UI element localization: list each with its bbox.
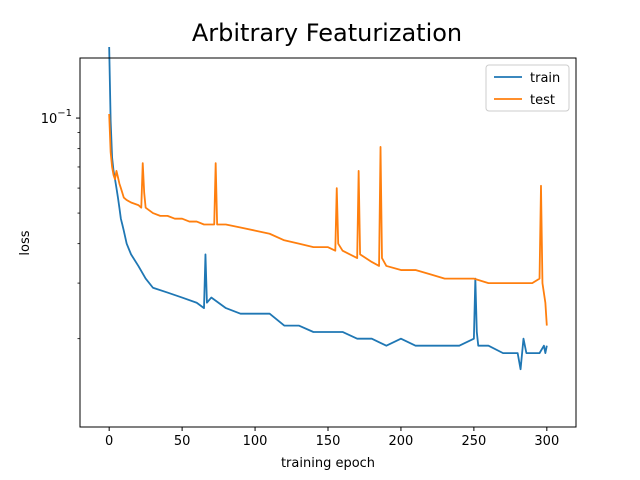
x-tick-label: 250 xyxy=(461,434,486,449)
chart-title: Arbitrary Featurization xyxy=(192,19,462,47)
y-tick-label: 10−1 xyxy=(41,108,72,127)
x-tick-label: 150 xyxy=(316,434,341,449)
ticks-layer: 0 50 100 150 200 250 300 10−1 xyxy=(41,108,560,449)
plot-area: 0 50 100 150 200 250 300 10−1 xyxy=(41,46,577,449)
legend: train test xyxy=(485,64,570,112)
x-tick-label: 200 xyxy=(389,434,414,449)
series-line-test xyxy=(108,113,548,326)
x-tick-label: 50 xyxy=(174,434,191,449)
x-tick-label: 0 xyxy=(105,434,113,449)
y-axis-label: loss xyxy=(18,230,33,255)
series-line-train xyxy=(108,46,548,371)
x-tick-label: 300 xyxy=(534,434,559,449)
lines-layer xyxy=(108,46,548,371)
legend-label-test: test xyxy=(530,93,555,108)
x-tick-label: 100 xyxy=(243,434,268,449)
x-axis-label: training epoch xyxy=(281,456,375,471)
plot-frame xyxy=(80,58,576,427)
legend-label-train: train xyxy=(530,71,560,86)
